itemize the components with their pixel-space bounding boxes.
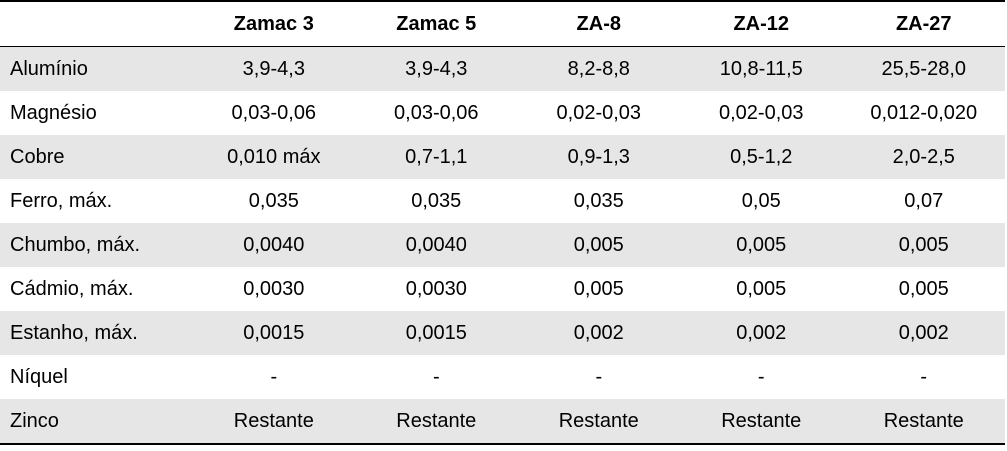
table-cell: 2,0-2,5: [842, 135, 1005, 179]
table-cell: -: [355, 355, 518, 399]
table-row-zinco: Zinco Restante Restante Restante Restant…: [0, 399, 1005, 444]
row-label: Alumínio: [0, 46, 193, 91]
table-cell: 0,7-1,1: [355, 135, 518, 179]
table-cell: 0,002: [842, 311, 1005, 355]
header-za-27: ZA-27: [842, 1, 1005, 47]
row-label: Chumbo, máx.: [0, 223, 193, 267]
table-cell: -: [680, 355, 843, 399]
table-row-estanho: Estanho, máx. 0,0015 0,0015 0,002 0,002 …: [0, 311, 1005, 355]
table-cell: 0,010 máx: [192, 135, 356, 179]
table-cell: 0,0030: [192, 267, 356, 311]
table-cell: 0,03-0,06: [355, 91, 518, 135]
table-cell: Restante: [680, 399, 843, 444]
table-cell: 0,005: [680, 267, 843, 311]
table-cell: 10,8-11,5: [680, 46, 843, 91]
table-cell: 0,02-0,03: [517, 91, 681, 135]
row-label: Ferro, máx.: [0, 179, 193, 223]
table-cell: 0,035: [192, 179, 356, 223]
table-cell: 0,005: [517, 267, 681, 311]
row-label: Zinco: [0, 399, 193, 444]
row-label: Estanho, máx.: [0, 311, 193, 355]
table-body: Alumínio 3,9-4,3 3,9-4,3 8,2-8,8 10,8-11…: [0, 46, 1005, 444]
row-label: Cádmio, máx.: [0, 267, 193, 311]
table-row-cobre: Cobre 0,010 máx 0,7-1,1 0,9-1,3 0,5-1,2 …: [0, 135, 1005, 179]
table-cell: 0,5-1,2: [680, 135, 843, 179]
table-cell: 0,002: [517, 311, 681, 355]
table-cell: 0,0040: [355, 223, 518, 267]
table-cell: 0,03-0,06: [192, 91, 356, 135]
table-cell: 0,05: [680, 179, 843, 223]
table-cell: 0,07: [842, 179, 1005, 223]
header-zamac-5: Zamac 5: [355, 1, 518, 47]
header-za-8: ZA-8: [517, 1, 681, 47]
table-cell: 25,5-28,0: [842, 46, 1005, 91]
table-cell: -: [517, 355, 681, 399]
table-row-magnesio: Magnésio 0,03-0,06 0,03-0,06 0,02-0,03 0…: [0, 91, 1005, 135]
table-cell: 0,005: [842, 267, 1005, 311]
table-cell: 0,005: [680, 223, 843, 267]
row-label: Níquel: [0, 355, 193, 399]
table-cell: Restante: [192, 399, 356, 444]
table-header: Zamac 3 Zamac 5 ZA-8 ZA-12 ZA-27: [0, 1, 1005, 47]
header-zamac-3: Zamac 3: [192, 1, 356, 47]
table-cell: -: [842, 355, 1005, 399]
table-cell: Restante: [842, 399, 1005, 444]
table-cell: 0,0030: [355, 267, 518, 311]
table-row-niquel: Níquel - - - - -: [0, 355, 1005, 399]
table-row-chumbo: Chumbo, máx. 0,0040 0,0040 0,005 0,005 0…: [0, 223, 1005, 267]
table-cell: Restante: [355, 399, 518, 444]
table-row-cadmio: Cádmio, máx. 0,0030 0,0030 0,005 0,005 0…: [0, 267, 1005, 311]
table-cell: 0,0015: [192, 311, 356, 355]
table-cell: 0,035: [517, 179, 681, 223]
table-cell: 0,0040: [192, 223, 356, 267]
table-row-aluminio: Alumínio 3,9-4,3 3,9-4,3 8,2-8,8 10,8-11…: [0, 46, 1005, 91]
table-cell: 8,2-8,8: [517, 46, 681, 91]
table-cell: 0,012-0,020: [842, 91, 1005, 135]
table-cell: 0,002: [680, 311, 843, 355]
row-label: Magnésio: [0, 91, 193, 135]
table-row-ferro: Ferro, máx. 0,035 0,035 0,035 0,05 0,07: [0, 179, 1005, 223]
table-cell: 0,9-1,3: [517, 135, 681, 179]
table-cell: 0,005: [517, 223, 681, 267]
table-cell: Restante: [517, 399, 681, 444]
table-cell: 0,005: [842, 223, 1005, 267]
table-cell: 0,02-0,03: [680, 91, 843, 135]
table-cell: 0,0015: [355, 311, 518, 355]
table-cell: 3,9-4,3: [192, 46, 356, 91]
table-cell: 3,9-4,3: [355, 46, 518, 91]
header-corner-cell: [0, 1, 193, 47]
table-cell: -: [192, 355, 356, 399]
header-row: Zamac 3 Zamac 5 ZA-8 ZA-12 ZA-27: [0, 1, 1005, 47]
table-cell: 0,035: [355, 179, 518, 223]
row-label: Cobre: [0, 135, 193, 179]
header-za-12: ZA-12: [680, 1, 843, 47]
